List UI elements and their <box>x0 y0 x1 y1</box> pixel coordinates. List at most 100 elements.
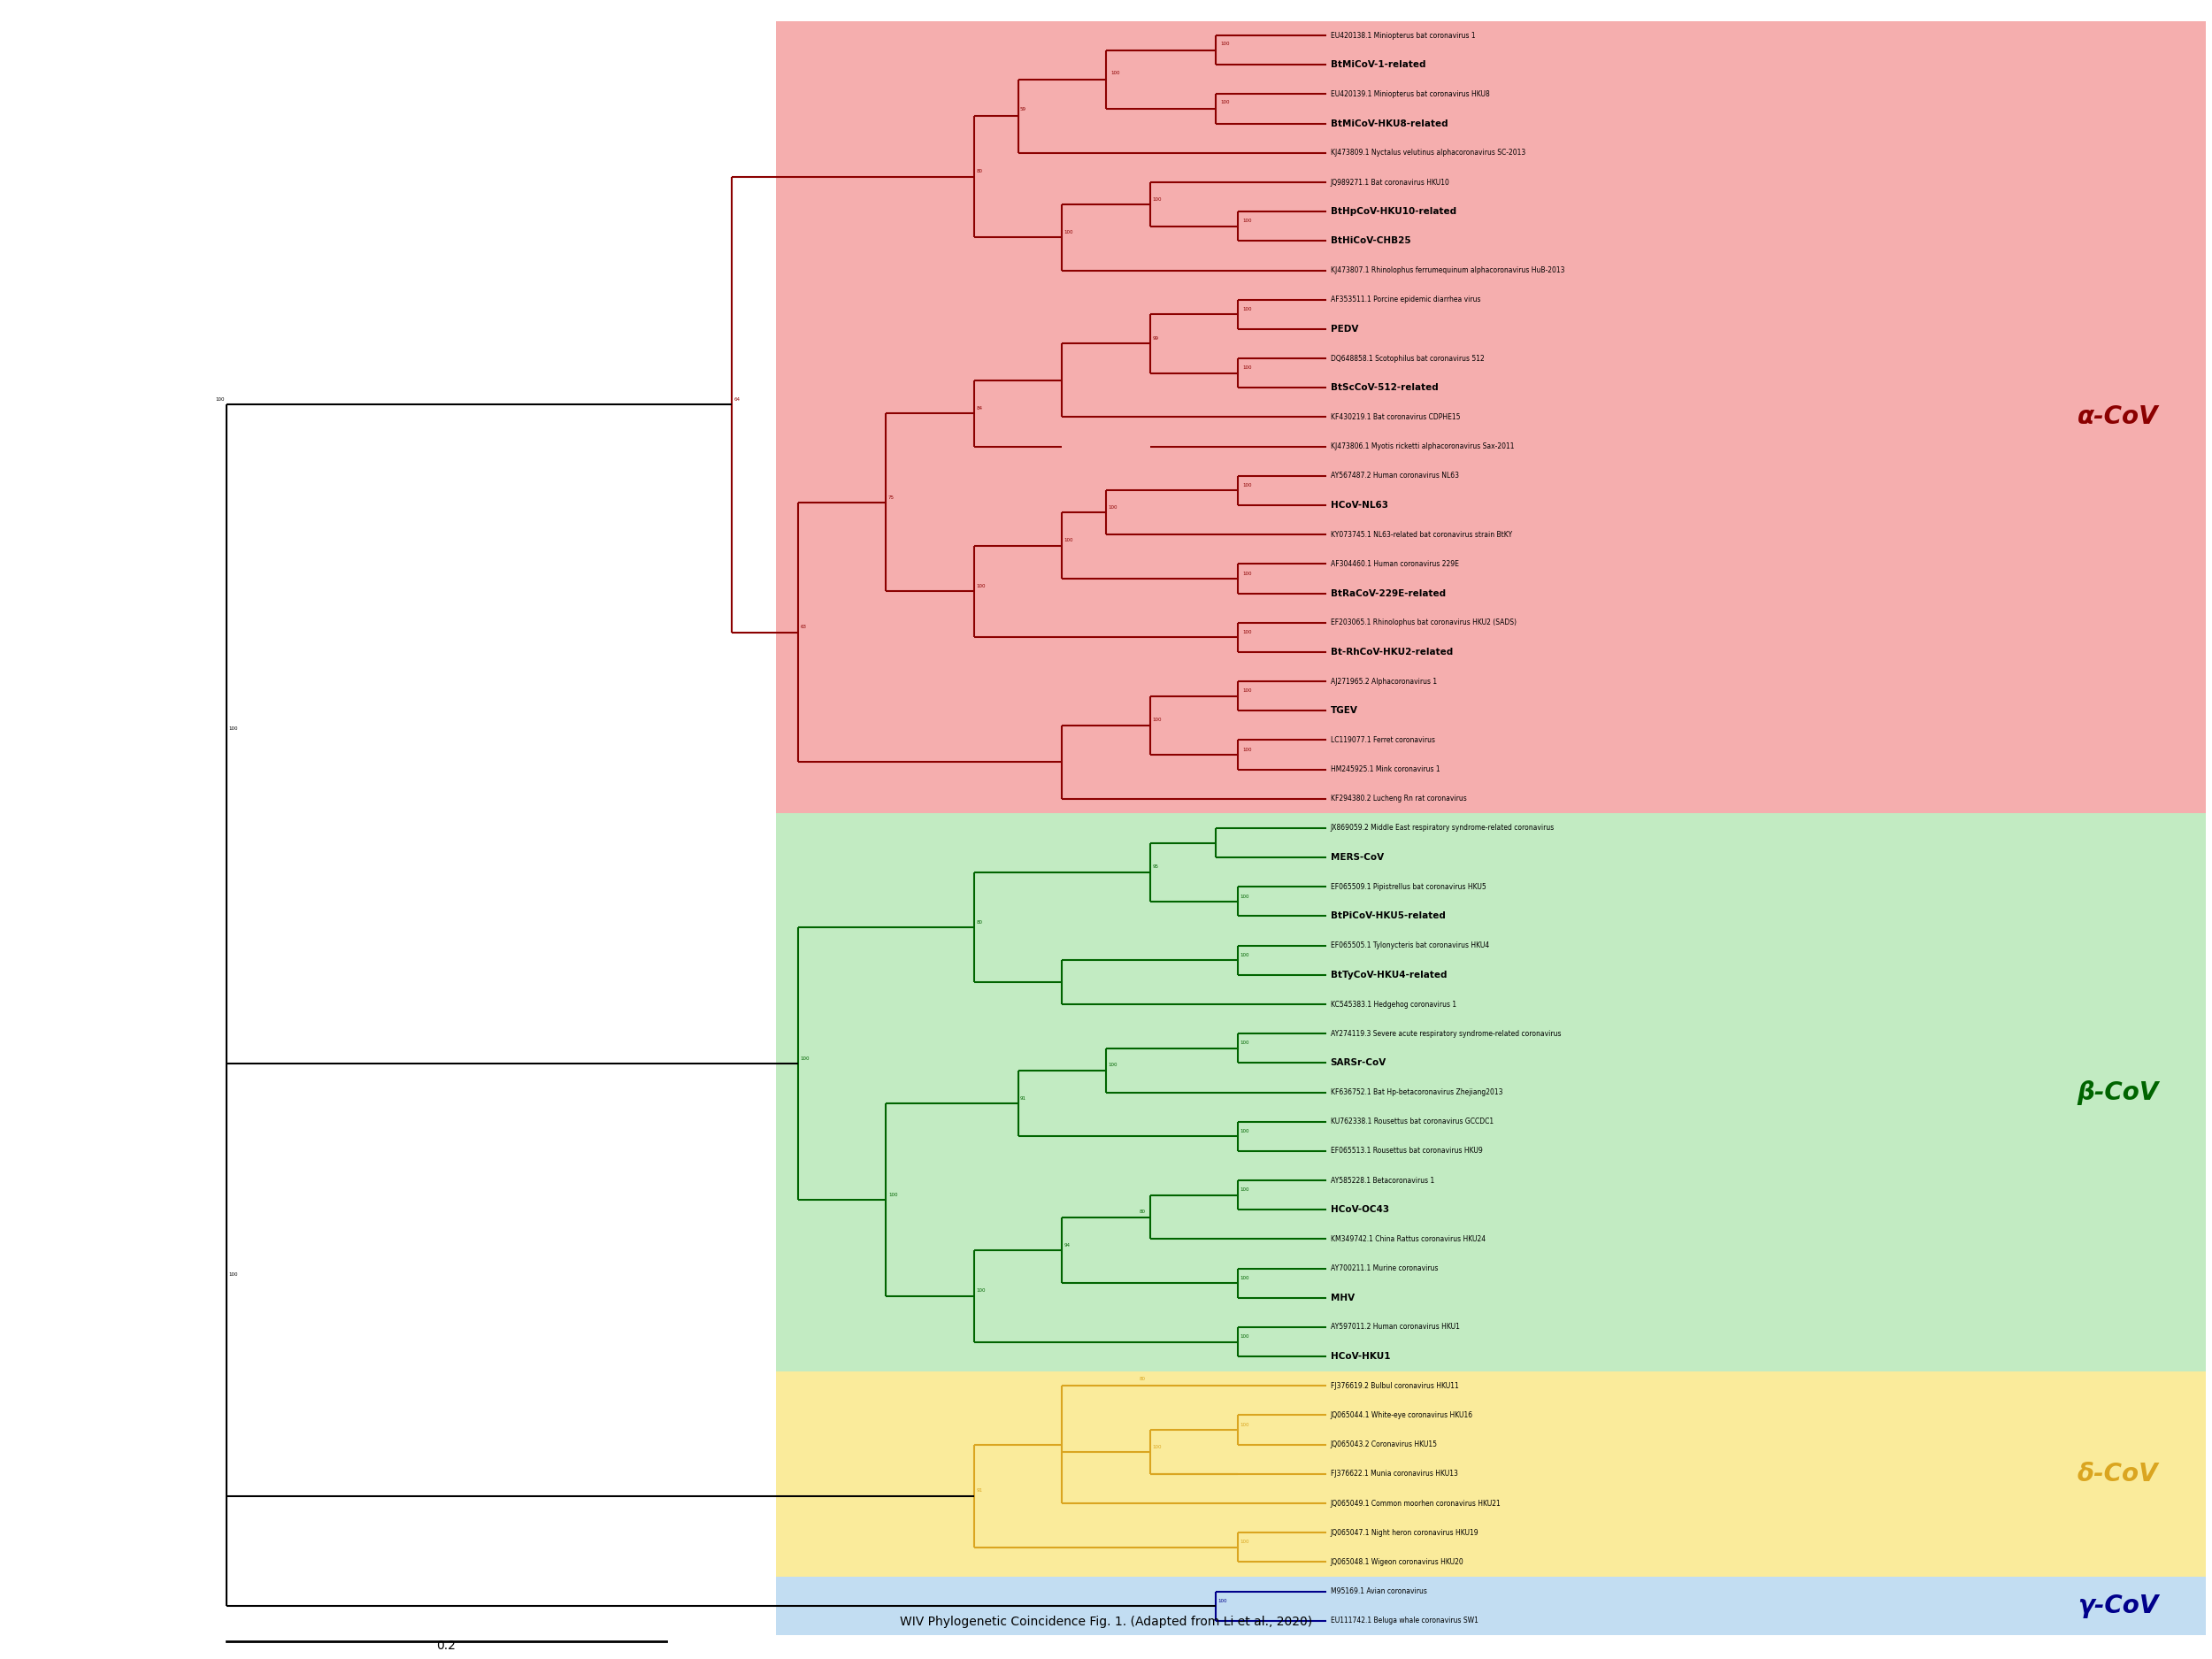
Text: 100: 100 <box>889 1193 898 1196</box>
Text: 100: 100 <box>1241 894 1250 899</box>
Text: HCoV-OC43: HCoV-OC43 <box>1329 1206 1389 1214</box>
Text: HM245925.1 Mink coronavirus 1: HM245925.1 Mink coronavirus 1 <box>1329 765 1440 773</box>
Text: BtHiCoV-CHB25: BtHiCoV-CHB25 <box>1329 237 1411 246</box>
Text: TGEV: TGEV <box>1329 707 1358 715</box>
Text: EF203065.1 Rhinolophus bat coronavirus HKU2 (SADS): EF203065.1 Rhinolophus bat coronavirus H… <box>1329 619 1515 627</box>
Text: 100: 100 <box>1243 688 1252 693</box>
Text: JQ065047.1 Night heron coronavirus HKU19: JQ065047.1 Night heron coronavirus HKU19 <box>1329 1528 1478 1536</box>
Text: β-CoV: β-CoV <box>2077 1080 2159 1105</box>
Text: 80: 80 <box>975 919 982 924</box>
Text: 100: 100 <box>1152 718 1161 722</box>
Text: AJ271965.2 Alphacoronavirus 1: AJ271965.2 Alphacoronavirus 1 <box>1329 677 1436 685</box>
Text: 100: 100 <box>228 727 237 732</box>
Text: JQ065043.2 Coronavirus HKU15: JQ065043.2 Coronavirus HKU15 <box>1329 1440 1438 1448</box>
Text: 100: 100 <box>1241 1276 1250 1281</box>
Text: EU420138.1 Miniopterus bat coronavirus 1: EU420138.1 Miniopterus bat coronavirus 1 <box>1329 32 1475 40</box>
Text: KJ473809.1 Nyctalus velutinus alphacoronavirus SC-2013: KJ473809.1 Nyctalus velutinus alphacoron… <box>1329 149 1526 158</box>
Text: KJ473807.1 Rhinolophus ferrumequinum alphacoronavirus HuB-2013: KJ473807.1 Rhinolophus ferrumequinum alp… <box>1329 267 1564 274</box>
Text: KC545383.1 Hedgehog coronavirus 1: KC545383.1 Hedgehog coronavirus 1 <box>1329 1000 1455 1009</box>
Text: 0.2: 0.2 <box>436 1639 456 1652</box>
Text: JQ065044.1 White-eye coronavirus HKU16: JQ065044.1 White-eye coronavirus HKU16 <box>1329 1412 1473 1418</box>
Text: HCoV-NL63: HCoV-NL63 <box>1329 501 1387 509</box>
Text: 59: 59 <box>1020 108 1026 111</box>
Text: 63: 63 <box>801 625 807 629</box>
Text: 100: 100 <box>1064 231 1073 234</box>
Text: 100: 100 <box>1243 307 1252 312</box>
Text: 100: 100 <box>1241 1540 1250 1545</box>
Text: 80: 80 <box>1139 1209 1146 1214</box>
Text: 95: 95 <box>1152 864 1159 869</box>
FancyBboxPatch shape <box>776 1372 2205 1576</box>
Text: BtHpCoV-HKU10-related: BtHpCoV-HKU10-related <box>1329 207 1455 216</box>
Text: KF294380.2 Lucheng Rn rat coronavirus: KF294380.2 Lucheng Rn rat coronavirus <box>1329 795 1467 803</box>
Text: EU111742.1 Beluga whale coronavirus SW1: EU111742.1 Beluga whale coronavirus SW1 <box>1329 1618 1478 1624</box>
Text: KJ473806.1 Myotis ricketti alphacoronavirus Sax-2011: KJ473806.1 Myotis ricketti alphacoronavi… <box>1329 443 1513 451</box>
FancyBboxPatch shape <box>776 1576 2205 1636</box>
Text: 100: 100 <box>1241 1334 1250 1339</box>
Text: 100: 100 <box>228 1272 237 1277</box>
FancyBboxPatch shape <box>776 813 2205 1372</box>
Text: 91: 91 <box>975 1488 982 1493</box>
Text: EU420139.1 Miniopterus bat coronavirus HKU8: EU420139.1 Miniopterus bat coronavirus H… <box>1329 90 1489 98</box>
Text: 64: 64 <box>734 397 741 401</box>
Text: 100: 100 <box>1241 1422 1250 1427</box>
Text: AY700211.1 Murine coronavirus: AY700211.1 Murine coronavirus <box>1329 1264 1438 1272</box>
Text: EF065513.1 Rousettus bat coronavirus HKU9: EF065513.1 Rousettus bat coronavirus HKU… <box>1329 1146 1482 1155</box>
Text: MHV: MHV <box>1329 1294 1354 1302</box>
Text: AY597011.2 Human coronavirus HKU1: AY597011.2 Human coronavirus HKU1 <box>1329 1324 1460 1331</box>
Text: 80: 80 <box>1139 1377 1146 1382</box>
FancyBboxPatch shape <box>776 22 2205 813</box>
Text: KM349742.1 China Rattus coronavirus HKU24: KM349742.1 China Rattus coronavirus HKU2… <box>1329 1234 1484 1243</box>
Text: 100: 100 <box>215 397 223 401</box>
Text: 80: 80 <box>975 169 982 174</box>
Text: HCoV-HKU1: HCoV-HKU1 <box>1329 1352 1389 1360</box>
Text: BtRaCoV-229E-related: BtRaCoV-229E-related <box>1329 589 1444 597</box>
Text: 100: 100 <box>1243 571 1252 576</box>
Text: 100: 100 <box>1241 1188 1250 1193</box>
Text: 100: 100 <box>1152 1445 1161 1448</box>
Text: AY585228.1 Betacoronavirus 1: AY585228.1 Betacoronavirus 1 <box>1329 1176 1433 1185</box>
Text: γ-CoV: γ-CoV <box>2077 1594 2159 1619</box>
Text: JQ065049.1 Common moorhen coronavirus HKU21: JQ065049.1 Common moorhen coronavirus HK… <box>1329 1500 1502 1508</box>
Text: LC119077.1 Ferret coronavirus: LC119077.1 Ferret coronavirus <box>1329 737 1436 743</box>
Text: JQ065048.1 Wigeon coronavirus HKU20: JQ065048.1 Wigeon coronavirus HKU20 <box>1329 1558 1464 1566</box>
Text: Bt-RhCoV-HKU2-related: Bt-RhCoV-HKU2-related <box>1329 647 1453 657</box>
Text: KF636752.1 Bat Hp-betacoronavirus Zhejiang2013: KF636752.1 Bat Hp-betacoronavirus Zhejia… <box>1329 1088 1502 1097</box>
Text: 100: 100 <box>1241 1130 1250 1133</box>
Text: BtScCoV-512-related: BtScCoV-512-related <box>1329 383 1438 392</box>
Text: 100: 100 <box>1219 1599 1228 1603</box>
Text: δ-CoV: δ-CoV <box>2077 1462 2159 1486</box>
Text: KF430219.1 Bat coronavirus CDPHE15: KF430219.1 Bat coronavirus CDPHE15 <box>1329 413 1460 421</box>
Text: DQ648858.1 Scotophilus bat coronavirus 512: DQ648858.1 Scotophilus bat coronavirus 5… <box>1329 355 1484 362</box>
Text: 100: 100 <box>1221 100 1230 105</box>
Text: 100: 100 <box>975 1289 987 1292</box>
Text: α-CoV: α-CoV <box>2077 405 2159 430</box>
Text: SARSr-CoV: SARSr-CoV <box>1329 1058 1387 1067</box>
Text: WIV Phylogenetic Coincidence Fig. 1. (Adapted from Li et al., 2020): WIV Phylogenetic Coincidence Fig. 1. (Ad… <box>900 1616 1312 1629</box>
Text: 100: 100 <box>1243 630 1252 634</box>
Text: BtTyCoV-HKU4-related: BtTyCoV-HKU4-related <box>1329 971 1447 979</box>
Text: BtMiCoV-1-related: BtMiCoV-1-related <box>1329 60 1425 70</box>
Text: 100: 100 <box>1243 483 1252 488</box>
Text: FJ376619.2 Bulbul coronavirus HKU11: FJ376619.2 Bulbul coronavirus HKU11 <box>1329 1382 1458 1390</box>
Text: EF065505.1 Tylonycteris bat coronavirus HKU4: EF065505.1 Tylonycteris bat coronavirus … <box>1329 942 1489 949</box>
Text: 91: 91 <box>1020 1097 1026 1100</box>
Text: KY073745.1 NL63-related bat coronavirus strain BtKY: KY073745.1 NL63-related bat coronavirus … <box>1329 531 1511 539</box>
Text: 75: 75 <box>889 494 894 499</box>
Text: JQ989271.1 Bat coronavirus HKU10: JQ989271.1 Bat coronavirus HKU10 <box>1329 178 1449 186</box>
Text: 99: 99 <box>1152 337 1159 340</box>
Text: 100: 100 <box>1110 71 1119 75</box>
Text: 100: 100 <box>1241 952 1250 957</box>
Text: 100: 100 <box>1243 365 1252 370</box>
Text: 100: 100 <box>1108 1063 1117 1067</box>
Text: 100: 100 <box>1152 197 1161 201</box>
Text: AF353511.1 Porcine epidemic diarrhea virus: AF353511.1 Porcine epidemic diarrhea vir… <box>1329 295 1480 304</box>
Text: 100: 100 <box>1221 41 1230 46</box>
Text: JX869059.2 Middle East respiratory syndrome-related coronavirus: JX869059.2 Middle East respiratory syndr… <box>1329 825 1555 833</box>
Text: 100: 100 <box>1243 219 1252 224</box>
Text: BtPiCoV-HKU5-related: BtPiCoV-HKU5-related <box>1329 912 1444 921</box>
Text: FJ376622.1 Munia coronavirus HKU13: FJ376622.1 Munia coronavirus HKU13 <box>1329 1470 1458 1478</box>
Text: AY274119.3 Severe acute respiratory syndrome-related coronavirus: AY274119.3 Severe acute respiratory synd… <box>1329 1030 1562 1037</box>
Text: 100: 100 <box>1241 1040 1250 1045</box>
Text: 100: 100 <box>1064 538 1073 542</box>
